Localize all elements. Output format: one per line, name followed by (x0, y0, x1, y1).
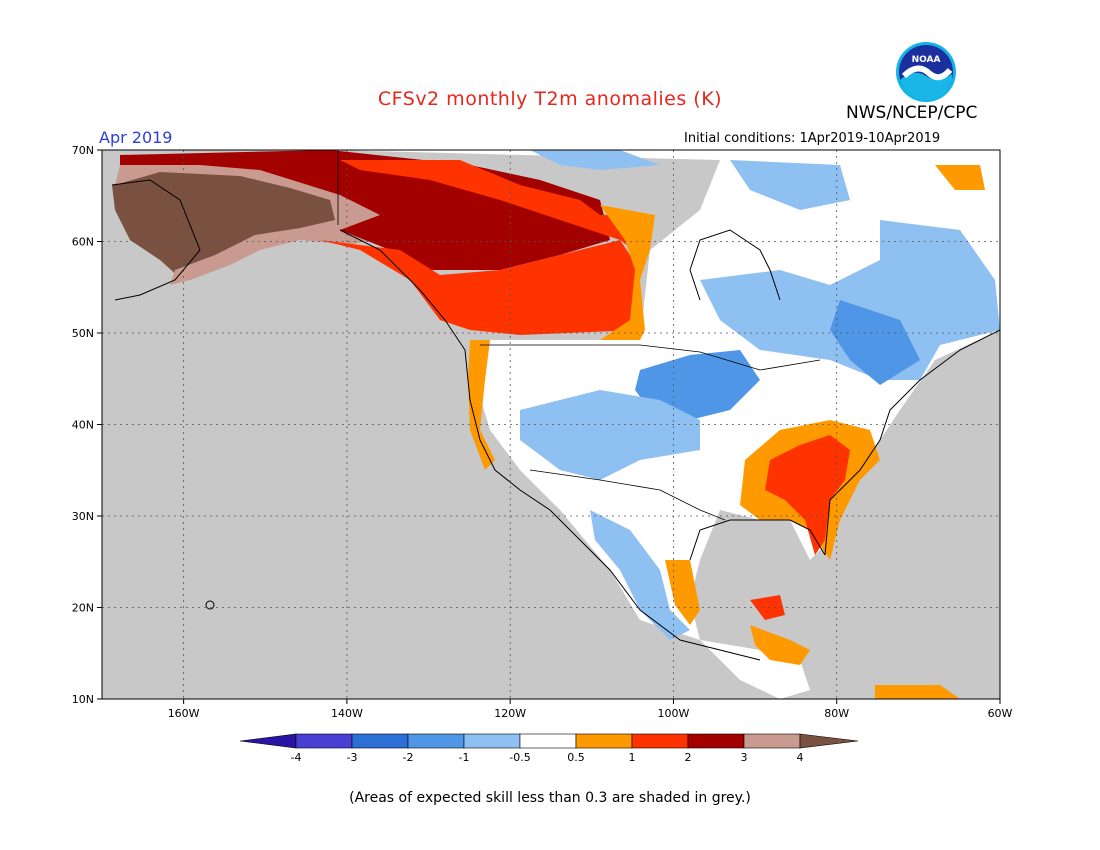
axis-ticks: 70N 60N 50N 40N 30N 20N 10N 160W 140W 120W 100W 80W… (72, 144, 1013, 720)
northeast-cool (830, 300, 920, 385)
colorbar-tick-label: -0.5 (509, 751, 530, 764)
alaska-coast (111, 179, 201, 301)
mexico-cool (590, 510, 690, 640)
lat-tick-label: 20N (72, 602, 94, 615)
great-lakes-cool (635, 350, 760, 420)
greenland-warm (935, 165, 985, 190)
lat-tick-label: 70N (72, 144, 94, 157)
coastline-east (824, 329, 1000, 556)
colorbar-swatch (519, 733, 577, 749)
lon-tick-label: 160W (168, 707, 200, 720)
coastline-gulf (689, 519, 826, 561)
noaa-logo-text: NOAA (912, 55, 941, 65)
arctic-cool-east (730, 160, 850, 210)
south-america-warm (875, 685, 960, 699)
colorbar-tick-label: -3 (347, 751, 358, 764)
colorbar-min-arrow (239, 733, 297, 749)
rockies-cool (520, 390, 700, 480)
lat-tick-label: 30N (72, 510, 94, 523)
colorbar-tick-label: 1 (629, 751, 636, 764)
colorbar-swatch (743, 733, 801, 749)
chart-title: CFSv2 monthly T2m anomalies (K) (377, 88, 723, 110)
west-coast-warm-fringe (468, 340, 495, 470)
lon-tick-label: 80W (824, 707, 849, 720)
lon-tick-label: 140W (331, 707, 363, 720)
colorbar-tick-label: 2 (685, 751, 692, 764)
lon-tick-label: 100W (658, 707, 690, 720)
footnote: (Areas of expected skill less than 0.3 a… (349, 790, 751, 806)
arctic-cool (530, 150, 660, 170)
agency-label: NWS/NCEP/CPC (846, 103, 978, 123)
colorbar-tick-label: -4 (291, 751, 302, 764)
lon-tick-label: 60W (988, 707, 1013, 720)
lat-tick-label: 40N (72, 419, 94, 432)
lon-tick-label: 120W (494, 707, 526, 720)
colorbar-tick-label: -2 (403, 751, 414, 764)
colorbar-max-arrow (799, 733, 859, 749)
colorbar-swatch (575, 733, 633, 749)
colorbar-swatch (295, 733, 353, 749)
colorbar-swatch (687, 733, 745, 749)
lat-tick-label: 10N (72, 693, 94, 706)
lat-tick-label: 60N (72, 236, 94, 249)
canada-warm-fringe (600, 205, 655, 340)
lat-tick-label: 50N (72, 327, 94, 340)
yucatan-warm (750, 595, 785, 620)
colorbar-swatch (351, 733, 409, 749)
colorbar-tick-label: -1 (459, 751, 470, 764)
us-border (480, 344, 821, 371)
hawaii-islands (205, 600, 215, 610)
forecast-month: Apr 2019 (99, 128, 173, 147)
coastline-west (339, 229, 761, 661)
southeast-us-warm (765, 435, 850, 555)
alaska-warm-4 (115, 160, 390, 285)
canada-west-warm (320, 240, 640, 335)
noaa-logo-icon: NOAA (896, 42, 956, 102)
canada-northeast-warm (340, 160, 650, 255)
mexico-border (529, 469, 726, 521)
colorbar-swatch (407, 733, 465, 749)
central-america-warm (750, 625, 810, 665)
colorbar-tick-label: 4 (797, 751, 804, 764)
colorbar-tick-label: 3 (741, 751, 748, 764)
colorbar-swatch (631, 733, 689, 749)
canada-east-cool (700, 220, 1000, 380)
coastline-hudson (689, 229, 781, 301)
colorbar-tick-label: 0.5 (567, 751, 585, 764)
anomaly-fields (111, 150, 1000, 699)
initial-conditions: Initial conditions: 1Apr2019-10Apr2019 (684, 131, 941, 146)
colorbar-swatch (463, 733, 521, 749)
